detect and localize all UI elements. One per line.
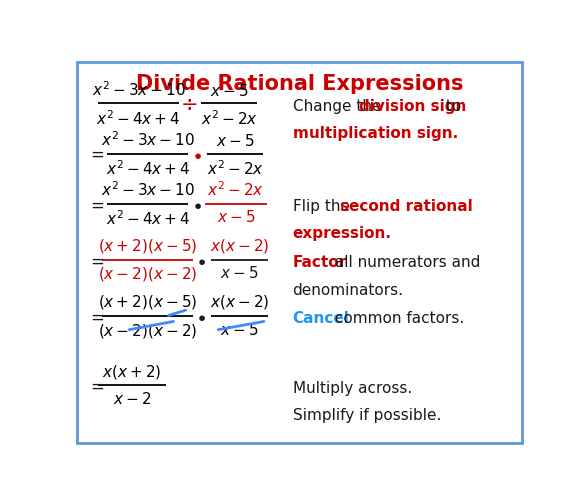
Text: Change the: Change the xyxy=(293,99,386,114)
Text: common factors.: common factors. xyxy=(330,311,464,326)
Text: multiplication sign.: multiplication sign. xyxy=(293,126,458,141)
Text: Flip the: Flip the xyxy=(293,199,354,214)
Text: Divide Rational Expressions: Divide Rational Expressions xyxy=(135,74,463,94)
Text: $\bullet$: $\bullet$ xyxy=(190,144,201,163)
Text: $x(x+2)$: $x(x+2)$ xyxy=(102,362,162,380)
Text: $x-2$: $x-2$ xyxy=(113,390,151,406)
Text: $x(x-2)$: $x(x-2)$ xyxy=(210,293,269,311)
Text: Simplify if possible.: Simplify if possible. xyxy=(293,407,441,422)
Text: Cancel: Cancel xyxy=(293,311,349,326)
Text: $x^2-2x$: $x^2-2x$ xyxy=(201,109,258,127)
Text: $x^2-3x-10$: $x^2-3x-10$ xyxy=(100,130,194,148)
Text: $(x+2)(x-5)$: $(x+2)(x-5)$ xyxy=(98,236,197,255)
Text: $(x+2)(x-5)$: $(x+2)(x-5)$ xyxy=(98,293,197,311)
Text: $\bullet$: $\bullet$ xyxy=(195,250,206,270)
Text: $x^2-2x$: $x^2-2x$ xyxy=(207,159,263,177)
Text: $=$: $=$ xyxy=(86,307,104,325)
Text: $\div$: $\div$ xyxy=(180,94,197,114)
Text: $x^2-2x$: $x^2-2x$ xyxy=(207,180,265,198)
Text: $x-5$: $x-5$ xyxy=(217,209,255,225)
Text: second rational: second rational xyxy=(340,199,473,214)
Text: division sign: division sign xyxy=(360,99,467,114)
Text: Factor: Factor xyxy=(293,255,347,270)
Text: $(x-2)(x-2)$: $(x-2)(x-2)$ xyxy=(98,265,197,283)
Text: Multiply across.: Multiply across. xyxy=(293,380,412,395)
Text: $=$: $=$ xyxy=(86,251,104,269)
Text: all numerators and: all numerators and xyxy=(330,255,481,270)
Text: $x^2-4x+4$: $x^2-4x+4$ xyxy=(106,209,190,227)
Text: $x^2-4x+4$: $x^2-4x+4$ xyxy=(96,109,181,127)
Text: $=$: $=$ xyxy=(86,376,104,394)
Text: $\bullet$: $\bullet$ xyxy=(195,307,206,325)
Text: $=$: $=$ xyxy=(86,145,104,163)
Text: $x^2-4x+4$: $x^2-4x+4$ xyxy=(106,159,190,177)
Text: $x-5$: $x-5$ xyxy=(220,321,259,337)
Text: $x-5$: $x-5$ xyxy=(220,265,259,281)
Text: $x-5$: $x-5$ xyxy=(210,82,248,98)
Text: $=$: $=$ xyxy=(86,195,104,213)
Text: expression.: expression. xyxy=(293,226,391,241)
Text: to: to xyxy=(441,99,461,114)
Text: $(x-2)(x-2)$: $(x-2)(x-2)$ xyxy=(98,321,197,339)
FancyBboxPatch shape xyxy=(77,63,522,443)
Text: denominators.: denominators. xyxy=(293,282,404,297)
Text: $x-5$: $x-5$ xyxy=(216,132,254,148)
Text: $x^2-3x-10$: $x^2-3x-10$ xyxy=(92,80,186,98)
Text: $\bullet$: $\bullet$ xyxy=(190,194,201,213)
Text: $x^2-3x-10$: $x^2-3x-10$ xyxy=(100,180,194,198)
Text: $x(x-2)$: $x(x-2)$ xyxy=(210,236,269,255)
